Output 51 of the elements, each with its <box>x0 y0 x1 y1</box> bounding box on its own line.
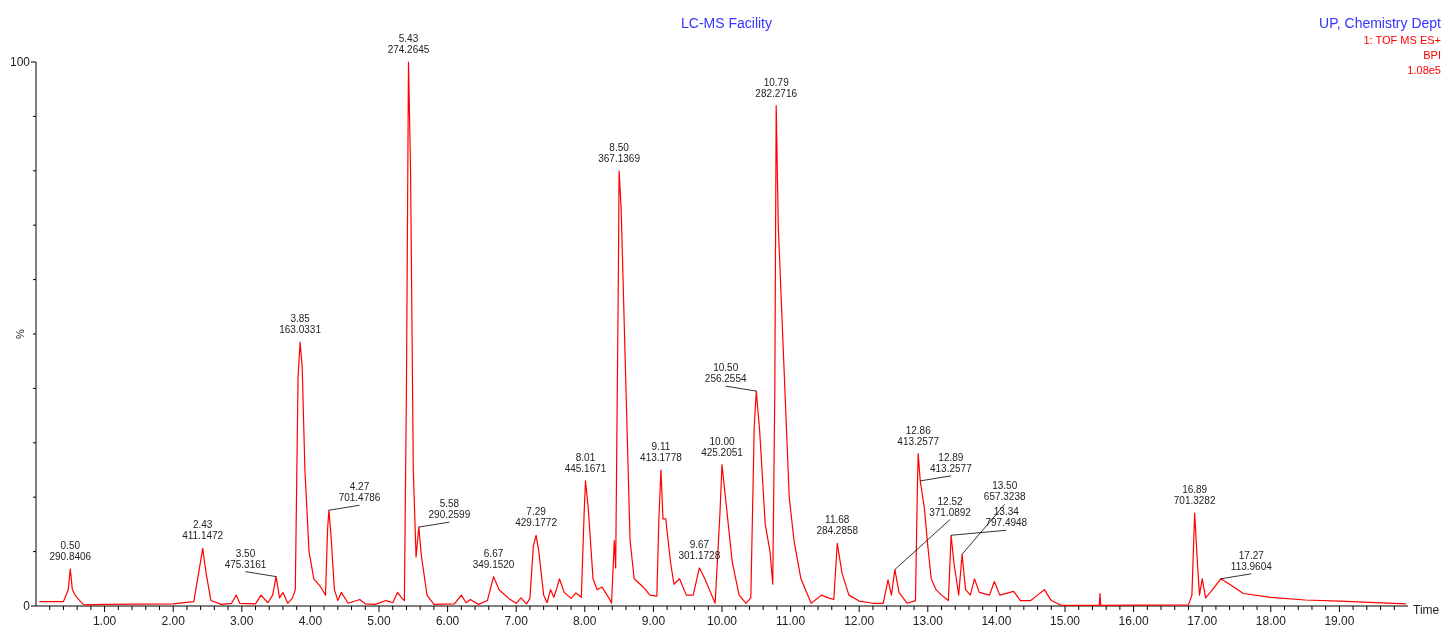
x-tick-label: 16.00 <box>1118 614 1149 628</box>
x-tick-label: 8.00 <box>573 614 597 628</box>
x-tick-label: 4.00 <box>298 614 323 628</box>
x-tick-label: 12.00 <box>844 614 875 628</box>
annotation: 8.01 445.1671 <box>564 451 607 474</box>
annotation: 0.50 290.8406 <box>49 540 92 563</box>
annotation: 10.50 256.2554 <box>704 362 747 385</box>
annotation: 9.11 413.1778 <box>640 441 683 463</box>
text: 1: TOF MS ES+ <box>1363 34 1441 46</box>
x-tick-label: 18.00 <box>1255 614 1287 628</box>
x-tick-label: 3.00 <box>230 614 254 628</box>
x-tick-label: 13.00 <box>912 614 944 628</box>
annotation: 2.43 411.1472 <box>182 519 224 542</box>
x-tick-label: 7.00 <box>504 614 529 628</box>
y-tick-label: 0 <box>23 599 31 613</box>
annotation: 7.29 429.1772 <box>515 506 558 529</box>
annotation: 8.50 367.1369 <box>598 141 641 164</box>
x-tick-label: 9.00 <box>641 614 666 628</box>
annotation: 5.43 274.2645 <box>387 33 430 55</box>
annotation: 13.50 657.3238 <box>983 480 1026 503</box>
annotation: 1.08e5 <box>1407 64 1441 76</box>
chart-subtitle: UP, Chemistry Dept <box>1319 15 1442 31</box>
x-tick-label: 10.00 <box>706 614 738 628</box>
x-tick-label: 6.00 <box>435 614 460 628</box>
x-tick-label: 19.00 <box>1324 614 1355 628</box>
x-tick-label: 15.00 <box>1049 614 1081 628</box>
annotation: 5.58 290.2599 <box>428 498 471 521</box>
y-tick-label: 100 <box>9 55 31 69</box>
x-tick-label: 17.00 <box>1187 614 1218 628</box>
annotation: 10.00 425.2051 <box>701 435 744 458</box>
annotation: 11.68 284.2858 <box>816 514 859 537</box>
x-tick-label: 11.00 <box>776 614 806 628</box>
annotation: 12.89 413.2577 <box>929 451 973 474</box>
annotation: 3.85 163.0331 <box>279 313 322 336</box>
x-tick-label: 1.00 <box>92 614 117 628</box>
y-axis-title: % <box>14 328 26 339</box>
annotation: 6.67 349.1520 <box>472 547 515 570</box>
x-axis-title: Time <box>1413 603 1440 617</box>
x-tick-label: 2.00 <box>161 614 186 628</box>
annotation: 12.86 413.2577 <box>897 424 940 447</box>
annotation: 3.50 475.3161 <box>224 547 267 570</box>
annotation: 13.34 797.4948 <box>985 506 1028 529</box>
annotation: 12.52 371.0892 <box>929 495 972 518</box>
annotation: 10.79 282.2716 <box>755 76 798 99</box>
text: BPI <box>1423 49 1441 61</box>
annotation: 17.27 113.9604 <box>1230 549 1273 572</box>
chart-title: LC-MS Facility <box>680 15 773 31</box>
annotation: 4.27 701.4786 <box>338 481 381 504</box>
annotation: 16.89 701.3282 <box>1173 483 1216 506</box>
x-tick-label: 14.00 <box>981 614 1012 628</box>
x-tick-label: 5.00 <box>367 614 391 628</box>
